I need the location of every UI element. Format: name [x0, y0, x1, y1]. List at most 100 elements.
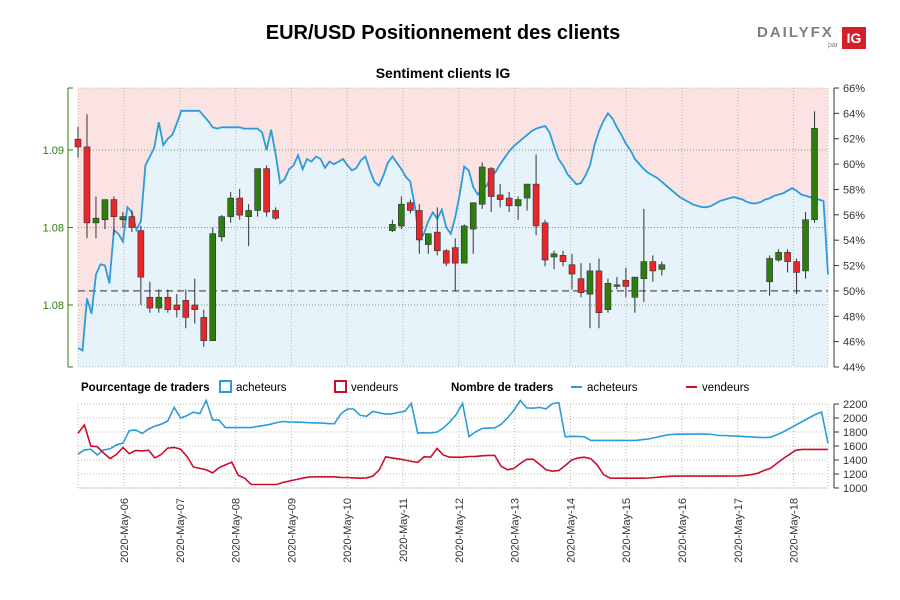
chart-title: EUR/USD Positionnement des clients — [265, 22, 621, 44]
candle-body — [514, 199, 522, 207]
count-panel-axes: 1000 1200 1400 1600 1800 2000 2200 — [833, 399, 867, 495]
legend-pct-buyers-swatch — [219, 380, 232, 393]
candle-body — [793, 261, 800, 273]
candle-body — [784, 252, 791, 262]
candle — [496, 184, 504, 208]
count-tick-label: 1000 — [843, 483, 867, 495]
main-panel-axes: 1.08 1.08 1.09 44% 46% 48% 50% 52% 54% 56% 58% 60% 6… — [43, 83, 866, 374]
logo-by: par — [828, 42, 839, 49]
candle — [110, 196, 118, 236]
candle-body — [128, 216, 136, 228]
pct-tick-label: 50% — [843, 286, 865, 298]
candle-body — [541, 222, 549, 261]
x-tick-label: 2020-May-13 — [510, 498, 522, 563]
x-tick-label: 2020-May-18 — [789, 498, 801, 563]
candle — [784, 249, 791, 273]
candle-body — [173, 304, 181, 310]
main-panel-sentiment-line — [77, 109, 829, 352]
logo-partner: IG — [842, 27, 866, 49]
candle-body — [478, 166, 486, 205]
candle-body — [586, 270, 594, 295]
candle — [236, 188, 243, 220]
candle-body — [245, 210, 252, 217]
legend-pct-title: Pourcentage de traders — [81, 382, 209, 394]
x-tick-label: 2020-May-11 — [398, 498, 410, 562]
x-tick-label: 2020-May-09 — [286, 498, 298, 563]
candle-body — [119, 216, 127, 221]
candle — [389, 219, 396, 233]
candle-body — [442, 250, 450, 264]
candle — [550, 250, 558, 270]
count-tick-label: 2200 — [843, 399, 867, 411]
candle-body — [811, 128, 818, 221]
candle — [433, 207, 441, 256]
candle — [407, 199, 414, 214]
pct-tick-label: 60% — [843, 159, 865, 171]
candle — [478, 162, 486, 209]
candle — [182, 289, 190, 329]
candle — [802, 212, 809, 279]
candle-body — [802, 219, 809, 272]
candle — [649, 255, 657, 282]
candle-body — [604, 282, 612, 310]
candle-body — [74, 138, 82, 148]
logo-brand: DAILYFX — [757, 24, 834, 41]
candle — [227, 191, 234, 223]
candle — [451, 238, 459, 292]
candle — [532, 154, 540, 236]
legend-pct-sellers-swatch — [334, 380, 347, 393]
legend-count-sellers-label: vendeurs — [702, 382, 750, 394]
legend-pct-buyers-label: acheteurs — [236, 382, 287, 394]
x-tick-label: 2020-May-10 — [342, 498, 354, 563]
candle — [640, 208, 648, 302]
x-tick-label: 2020-May-17 — [733, 498, 745, 563]
x-axis: 2020-May-06 2020-May-07 2020-May-08 2020-Ma… — [119, 498, 801, 563]
candle-body — [658, 264, 666, 270]
candle-body — [433, 231, 441, 252]
candle-body — [460, 225, 468, 264]
pct-tick-label: 58% — [843, 184, 865, 196]
candle-body — [164, 296, 172, 310]
count-tick-label: 1600 — [843, 441, 867, 453]
candle-body — [200, 317, 208, 341]
candle-body — [496, 194, 504, 200]
candle — [604, 278, 612, 313]
candle — [568, 253, 576, 290]
candle-body — [101, 199, 109, 221]
pct-tick-label: 62% — [843, 134, 865, 146]
candle-body — [110, 199, 118, 217]
candle-body — [577, 278, 585, 293]
candle — [487, 167, 495, 212]
candle — [424, 233, 432, 254]
candle — [272, 207, 279, 220]
main-panel-border — [77, 87, 829, 368]
price-tick-label: 1.09 — [43, 145, 64, 157]
candle-body — [649, 261, 657, 272]
candle-body — [622, 279, 630, 287]
candle-body — [505, 197, 513, 207]
legend-count-buyers-label: acheteurs — [587, 382, 638, 394]
candle — [613, 277, 621, 290]
candle — [164, 289, 172, 313]
candle-body — [191, 304, 199, 310]
candle — [398, 196, 405, 230]
candle-body — [137, 230, 145, 278]
candle — [245, 204, 252, 247]
sellers-area — [78, 88, 828, 351]
candlestick-series — [74, 111, 818, 347]
candle-body — [155, 296, 163, 309]
sellers-count-line — [77, 423, 828, 486]
candle-body — [263, 168, 270, 213]
x-tick-label: 2020-May-15 — [621, 498, 633, 563]
candle-body — [407, 202, 414, 211]
candle — [766, 255, 773, 296]
pct-tick-label: 44% — [843, 362, 865, 374]
candle-body — [83, 146, 91, 224]
candle-body — [236, 197, 243, 216]
price-tick-label: 1.08 — [43, 223, 64, 235]
candle-body — [523, 183, 531, 199]
candle-body — [416, 210, 423, 241]
candle-body — [451, 247, 459, 264]
x-tick-label: 2020-May-07 — [175, 498, 187, 563]
